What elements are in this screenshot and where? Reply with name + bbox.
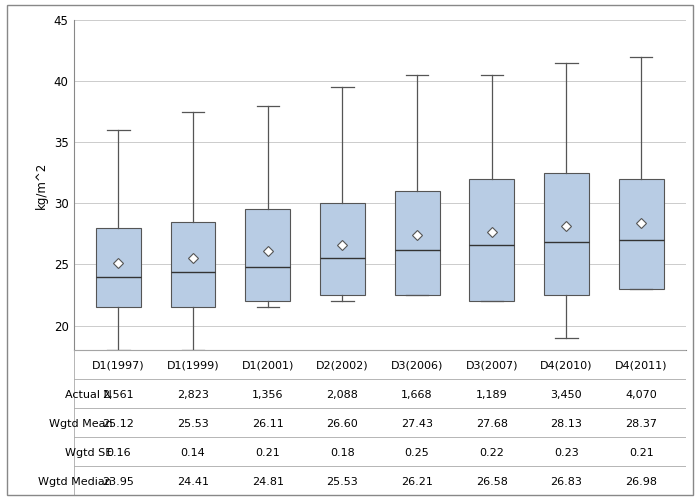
Text: 24.81: 24.81 [252, 477, 284, 487]
Text: 0.18: 0.18 [330, 448, 355, 458]
PathPatch shape [320, 204, 365, 295]
Text: 28.13: 28.13 [551, 419, 582, 429]
Text: 1,668: 1,668 [401, 390, 433, 400]
Text: D1(1999): D1(1999) [167, 361, 219, 371]
PathPatch shape [395, 191, 440, 295]
PathPatch shape [245, 210, 290, 301]
Text: 0.16: 0.16 [106, 448, 131, 458]
Text: 26.11: 26.11 [252, 419, 284, 429]
PathPatch shape [544, 173, 589, 295]
Text: 25.53: 25.53 [326, 477, 358, 487]
Text: 28.37: 28.37 [625, 419, 657, 429]
Text: Wgtd Mean: Wgtd Mean [48, 419, 112, 429]
Text: 2,561: 2,561 [102, 390, 134, 400]
Text: D3(2006): D3(2006) [391, 361, 443, 371]
Text: D1(1997): D1(1997) [92, 361, 145, 371]
Text: 0.14: 0.14 [181, 448, 205, 458]
Text: Actual N: Actual N [65, 390, 112, 400]
Text: 24.41: 24.41 [177, 477, 209, 487]
Text: D4(2011): D4(2011) [615, 361, 667, 371]
Text: 4,070: 4,070 [625, 390, 657, 400]
Y-axis label: kg/m^2: kg/m^2 [35, 162, 48, 208]
Text: 0.22: 0.22 [480, 448, 504, 458]
Text: Wgtd SE: Wgtd SE [65, 448, 112, 458]
PathPatch shape [171, 222, 216, 307]
Text: 1,189: 1,189 [476, 390, 508, 400]
Text: D3(2007): D3(2007) [466, 361, 518, 371]
Text: 2,823: 2,823 [177, 390, 209, 400]
Text: 0.23: 0.23 [554, 448, 579, 458]
Text: 26.98: 26.98 [625, 477, 657, 487]
Text: 26.60: 26.60 [326, 419, 358, 429]
Text: Wgtd Median: Wgtd Median [38, 477, 112, 487]
Text: 25.53: 25.53 [177, 419, 209, 429]
Text: D2(2002): D2(2002) [316, 361, 369, 371]
Text: 0.21: 0.21 [256, 448, 280, 458]
PathPatch shape [470, 179, 514, 301]
Text: D1(2001): D1(2001) [241, 361, 294, 371]
Text: 3,450: 3,450 [551, 390, 582, 400]
Text: 26.58: 26.58 [476, 477, 508, 487]
Text: 0.21: 0.21 [629, 448, 654, 458]
PathPatch shape [96, 228, 141, 307]
Text: 0.25: 0.25 [405, 448, 430, 458]
Text: 25.12: 25.12 [102, 419, 134, 429]
Text: 2,088: 2,088 [326, 390, 358, 400]
Text: 27.43: 27.43 [401, 419, 433, 429]
Text: 26.83: 26.83 [551, 477, 582, 487]
Text: 26.21: 26.21 [401, 477, 433, 487]
PathPatch shape [619, 179, 664, 289]
Text: 23.95: 23.95 [102, 477, 134, 487]
Text: 1,356: 1,356 [252, 390, 284, 400]
Text: 27.68: 27.68 [476, 419, 508, 429]
Text: D4(2010): D4(2010) [540, 361, 593, 371]
